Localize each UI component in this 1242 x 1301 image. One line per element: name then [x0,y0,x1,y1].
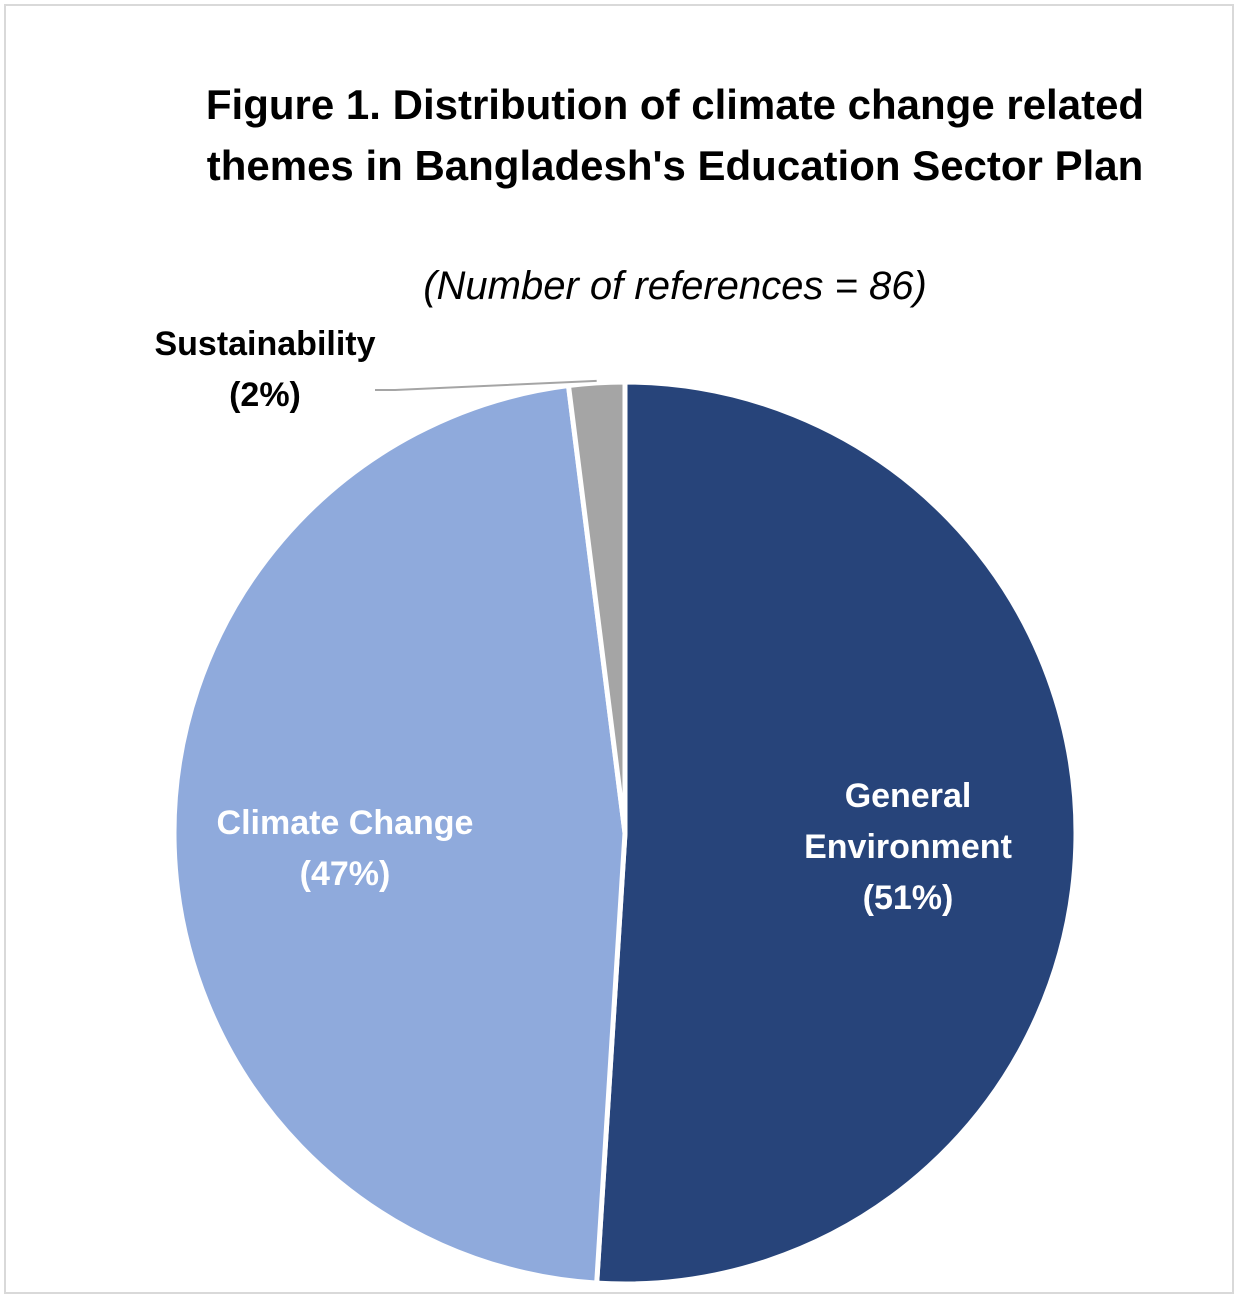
chart-title: Figure 1. Distribution of climate change… [205,81,1145,189]
chart-subtitle: (Number of references = 86) [423,264,927,308]
data-label: Climate Change [217,804,474,842]
data-label: (2%) [229,376,301,414]
data-label: (47%) [300,855,391,893]
data-label: General [845,777,972,815]
data-label: Environment [804,828,1012,866]
data-label: (51%) [863,879,954,917]
leader-line [375,379,597,391]
pie-slice-sustainability [565,379,628,834]
pie-slice-climate-change [171,382,628,1286]
pie-slice-general-environment [594,379,1079,1287]
chart-frame [4,4,1234,1294]
data-label: Sustainability [154,325,375,363]
